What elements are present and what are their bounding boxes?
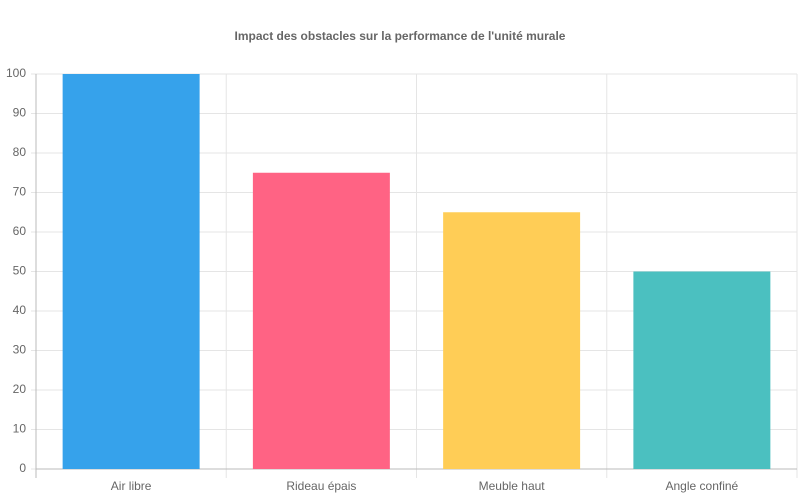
y-tick-label: 40 xyxy=(13,303,27,317)
x-tick-label: Rideau épais xyxy=(286,479,356,493)
bar xyxy=(62,74,200,469)
y-tick-label: 0 xyxy=(19,461,26,475)
x-tick-label: Angle confiné xyxy=(666,479,739,493)
y-tick-label: 100 xyxy=(6,66,26,80)
y-tick-label: 80 xyxy=(13,145,27,159)
y-tick-label: 20 xyxy=(13,382,27,396)
x-tick-label: Air libre xyxy=(111,479,152,493)
y-tick-label: 30 xyxy=(13,343,27,357)
bar xyxy=(252,172,390,469)
x-tick-label: Meuble haut xyxy=(479,479,546,493)
bar xyxy=(633,271,771,469)
y-tick-label: 50 xyxy=(13,264,27,278)
y-tick-label: 70 xyxy=(13,185,27,199)
y-tick-label: 90 xyxy=(13,106,27,120)
y-tick-label: 60 xyxy=(13,224,27,238)
chart-title: Impact des obstacles sur la performance … xyxy=(235,29,566,43)
y-tick-label: 10 xyxy=(13,422,27,436)
bar xyxy=(443,212,581,469)
